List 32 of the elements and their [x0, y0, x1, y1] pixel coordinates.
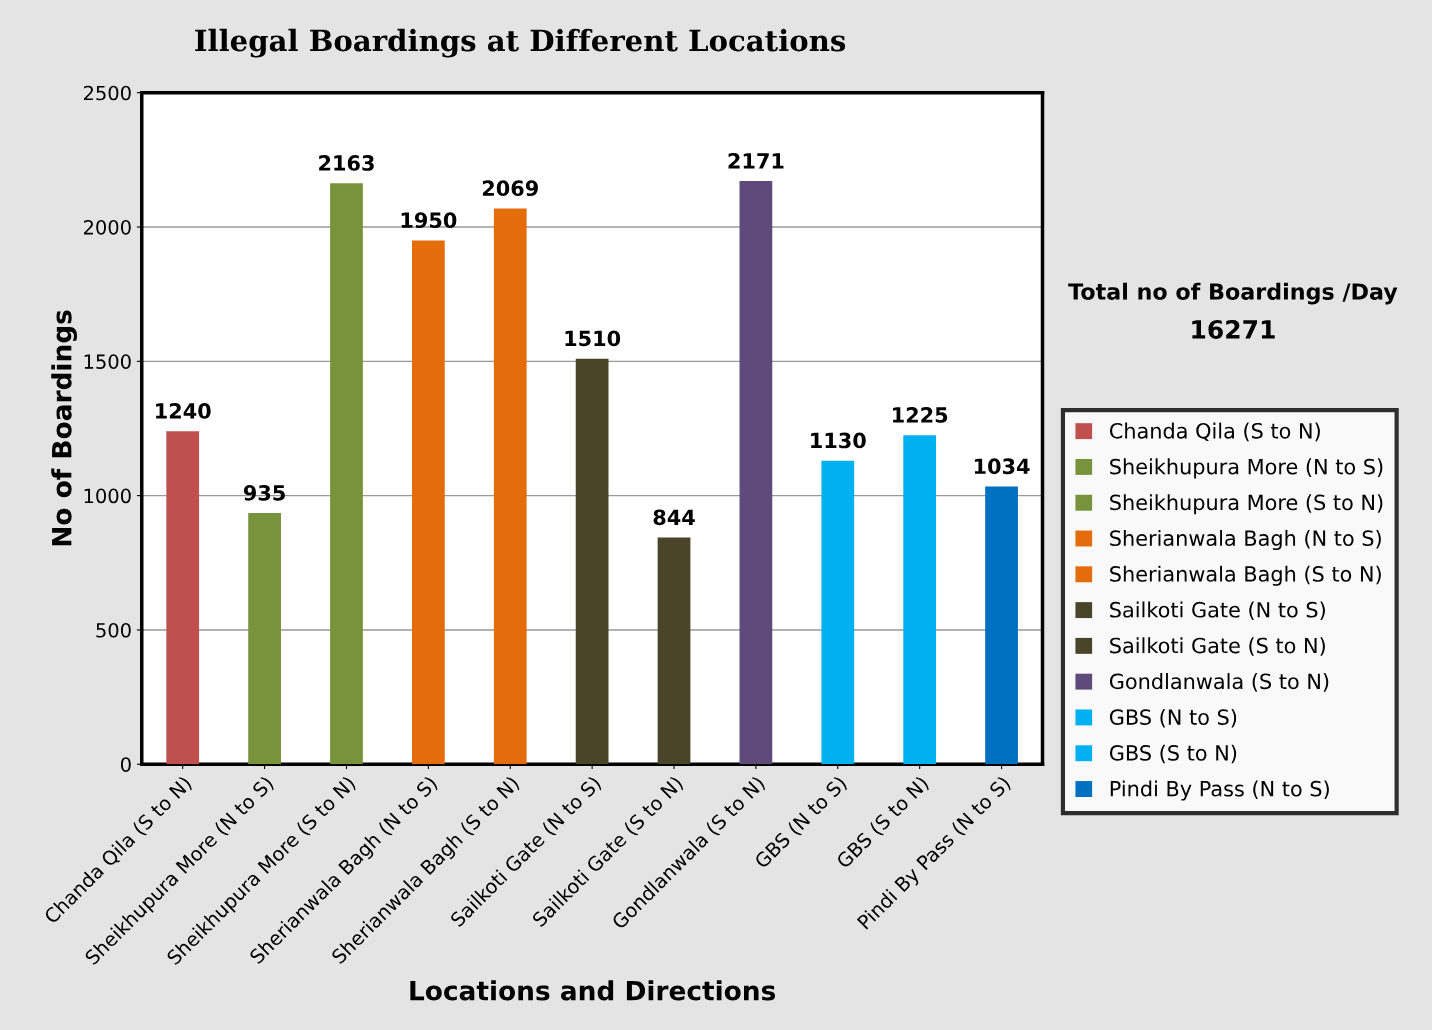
- y-tick-label: 0: [120, 757, 131, 772]
- data-label: 1510: [565, 330, 621, 347]
- y-tick-label: 2500: [83, 85, 131, 101]
- legend-label: Chanda Qila (S to N): [1109, 422, 1320, 442]
- data-label: 1130: [811, 432, 866, 449]
- data-label: 1240: [156, 403, 211, 419]
- data-label: 2171: [728, 152, 784, 169]
- text: 16271: [1192, 320, 1275, 339]
- y-tick-label: 1000: [84, 488, 131, 504]
- data-label: 1225: [893, 407, 948, 423]
- data-label: 935: [243, 484, 285, 501]
- legend-label: Sherianwala Bagh (N to S): [1110, 529, 1381, 551]
- y-tick-label: 500: [96, 622, 131, 638]
- legend-label: Gondlanwala (S to N): [1109, 673, 1329, 692]
- data-label: 844: [653, 509, 695, 526]
- chart-title: Illegal Boardings at Different Locations: [195, 28, 846, 58]
- legend-label: Sailkoti Gate (N to S): [1110, 601, 1325, 621]
- data-label: 1950: [401, 212, 457, 229]
- y-tick-label: 1500: [84, 354, 131, 369]
- data-label: 2163: [319, 155, 374, 171]
- data-label: 1034: [974, 458, 1030, 475]
- legend-label: Sailkoti Gate (S to N): [1110, 637, 1325, 656]
- legend-label: GBS (N to S): [1109, 708, 1237, 728]
- data-label: 2069: [482, 180, 538, 197]
- legend-label: Sheikhupura More (S to N): [1110, 494, 1383, 515]
- x-axis-title: Locations and Directions: [410, 980, 776, 1001]
- legend-label: GBS (S to N): [1109, 744, 1237, 764]
- text: Total no of Boardings /Day: [1068, 282, 1398, 305]
- legend-label: Sherianwala Bagh (S to N): [1110, 565, 1381, 586]
- y-axis-title: No of Boardings: [51, 310, 77, 546]
- y-tick-label: 2000: [83, 219, 131, 235]
- legend-label: Sheikhupura More (N to S): [1110, 458, 1383, 479]
